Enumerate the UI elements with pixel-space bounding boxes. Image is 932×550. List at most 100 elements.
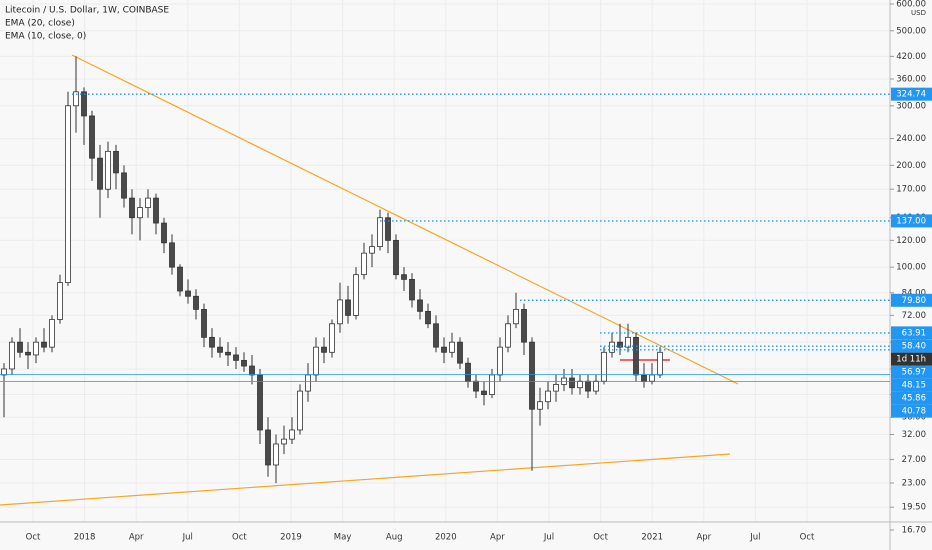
x-tick-label: Apr xyxy=(490,533,505,543)
candle-body xyxy=(417,299,423,312)
candle-body xyxy=(241,359,247,367)
candle-body xyxy=(217,346,223,353)
candle-body xyxy=(497,346,503,376)
price-tag-label: 45.86 xyxy=(902,394,926,404)
candle-body xyxy=(73,91,79,107)
candle-body xyxy=(577,380,583,389)
candle-body xyxy=(9,341,15,370)
price-tag-label: 324.74 xyxy=(896,90,926,100)
y-tick-label: 420.00 xyxy=(896,52,926,62)
candle-body xyxy=(345,299,351,316)
y-tick-label: 300.00 xyxy=(896,101,926,111)
candle-body xyxy=(265,429,271,466)
y-tick-label: 120.00 xyxy=(896,236,926,246)
candle-body xyxy=(353,274,359,316)
candle-body xyxy=(553,384,559,392)
candle-body xyxy=(641,374,647,382)
candle-body xyxy=(545,390,551,403)
price-tag xyxy=(891,326,932,340)
y-tick-label: 200.00 xyxy=(896,161,926,171)
y-tick-label: 600.00 xyxy=(896,0,926,10)
candle-body xyxy=(489,374,495,395)
price-tag xyxy=(891,365,932,379)
candle-body xyxy=(65,105,71,284)
candle-body xyxy=(329,323,335,353)
candle-body xyxy=(625,336,631,348)
plot-area xyxy=(0,54,739,506)
candle-body xyxy=(185,290,191,297)
candle-body xyxy=(585,380,591,392)
candle-body xyxy=(337,299,343,325)
candle-body xyxy=(57,282,63,320)
price-tag xyxy=(891,391,932,405)
price-tag-label: 137.00 xyxy=(896,216,926,226)
price-tag-label: 79.80 xyxy=(902,296,926,306)
indicator-label: EMA (10, close, 0) xyxy=(5,32,86,42)
candle-body xyxy=(385,217,391,241)
candle-body xyxy=(281,438,287,445)
x-tick-label: Apr xyxy=(129,533,144,543)
candle-body xyxy=(321,346,327,353)
y-tick-label: 16.70 xyxy=(902,526,926,536)
price-tag xyxy=(891,214,932,228)
candle-body xyxy=(89,115,95,159)
candle-body xyxy=(649,374,655,382)
candle-body xyxy=(609,341,615,353)
y-tick-label: 27.00 xyxy=(902,455,926,465)
candle-body xyxy=(81,91,87,117)
candle-body xyxy=(401,274,407,280)
price-tag xyxy=(891,339,932,353)
candle-body xyxy=(209,336,215,348)
x-tick-label: Apr xyxy=(696,533,711,543)
candle-body xyxy=(1,368,7,376)
chart-title: Litecoin / U.S. Dollar, 1W, COINBASE xyxy=(5,6,169,16)
candle-body xyxy=(561,377,567,385)
candle-body xyxy=(601,351,607,382)
candle-body xyxy=(145,197,151,208)
candle-body xyxy=(25,351,31,356)
price-tag-label: 40.78 xyxy=(902,407,926,417)
x-tick-label: May xyxy=(334,533,352,543)
price-tag xyxy=(891,87,932,101)
y-tick-label: 72.00 xyxy=(902,311,926,321)
x-tick-label: Jul xyxy=(182,533,193,543)
candle-body xyxy=(193,295,199,310)
candle-body xyxy=(49,319,55,348)
y-tick-label: 19.50 xyxy=(902,503,926,513)
price-tag xyxy=(891,293,932,307)
candle-body xyxy=(233,354,239,361)
price-tag xyxy=(891,404,932,418)
y-tick-label: 360.00 xyxy=(896,75,926,85)
x-tick-label: Oct xyxy=(593,533,608,543)
price-tag-label: 56.97 xyxy=(902,368,926,378)
x-tick-label: Aug xyxy=(386,533,403,543)
candle-body xyxy=(633,336,639,376)
x-tick-label: Oct xyxy=(800,533,815,543)
candle-body xyxy=(457,341,463,364)
y-tick-label: 240.00 xyxy=(896,134,926,144)
candle-body xyxy=(377,217,383,248)
candle-body xyxy=(449,341,455,353)
candle-body xyxy=(521,308,527,343)
candle-body xyxy=(137,207,143,219)
candle-body xyxy=(169,242,175,268)
candle-body xyxy=(97,157,103,190)
candle-body xyxy=(593,380,599,392)
price-tag xyxy=(891,378,932,392)
candle-body xyxy=(273,443,279,466)
y-tick-label: 84.00 xyxy=(902,288,926,298)
grid xyxy=(0,0,890,522)
candle-body xyxy=(177,266,183,292)
trendline xyxy=(0,453,731,506)
candle-body xyxy=(425,310,431,325)
candle-body xyxy=(105,150,111,190)
candle-body xyxy=(569,377,575,389)
currency: USD xyxy=(911,9,926,17)
candle-body xyxy=(297,390,303,431)
candle-body xyxy=(153,197,159,224)
x-tick-label: Oct xyxy=(26,533,41,543)
candle-body xyxy=(249,365,255,376)
candle-body xyxy=(393,239,399,276)
